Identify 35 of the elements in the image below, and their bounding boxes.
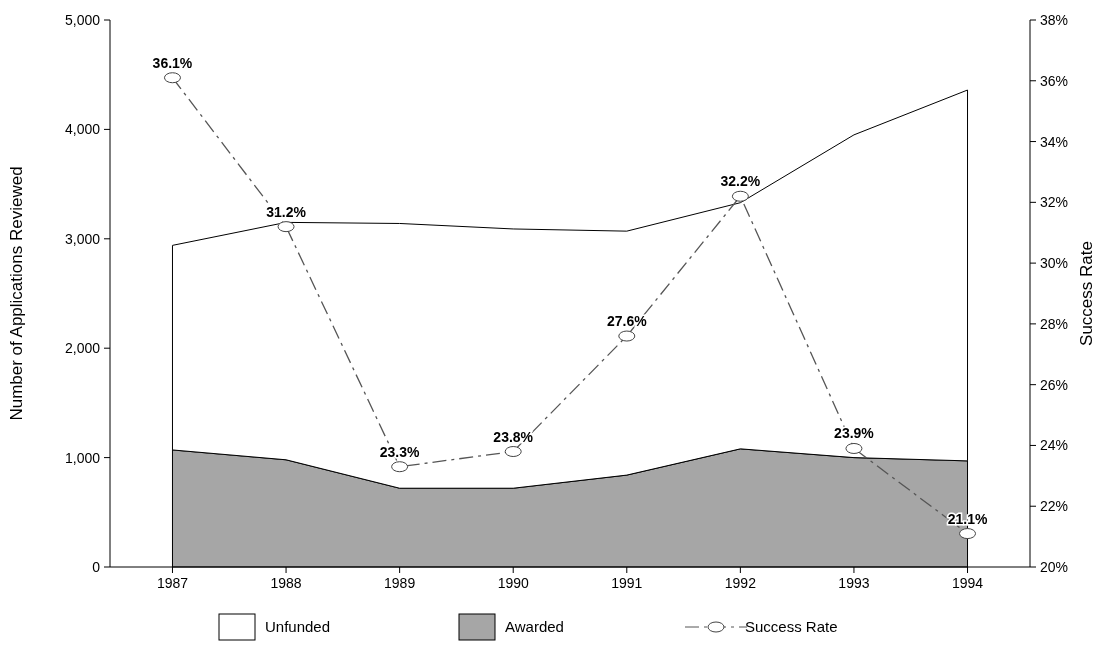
y-tick-label: 4,000 [64, 121, 101, 138]
x-tick-label: 1994 [951, 575, 984, 591]
y-tick-label: 1,000 [64, 449, 101, 466]
y-tick-label: 3,000 [64, 230, 101, 247]
y2-tick-label: 32% [1040, 194, 1069, 211]
y2-tick-label: 36% [1040, 72, 1069, 89]
x-tick-label: 1988 [270, 575, 302, 591]
x-tick-label: 1990 [497, 575, 529, 591]
data-label: 32.2% [720, 173, 761, 190]
data-label: 27.6% [606, 313, 648, 330]
data-label: 36.1% [152, 54, 193, 71]
x-tick-label: 1992 [724, 575, 757, 591]
legend-label: Awarded [505, 618, 564, 635]
y2-tick-label: 26% [1040, 376, 1069, 393]
x-tick-label: 1993 [838, 575, 870, 591]
x-tick-label: 1989 [384, 575, 416, 591]
y2-tick-label: 34% [1040, 133, 1069, 150]
y-tick-label: 5,000 [64, 12, 101, 28]
y2-axis-title: Success Rate [1077, 241, 1096, 346]
legend-label: Success Rate [745, 618, 838, 635]
y2-tick-label: 20% [1040, 559, 1069, 575]
y-tick-label: 0 [92, 559, 101, 575]
data-label: 23.8% [493, 428, 534, 445]
y-tick-label: 2,000 [64, 340, 101, 357]
data-label: 31.2% [266, 203, 307, 220]
y2-tick-label: 38% [1040, 12, 1069, 28]
y2-tick-label: 24% [1040, 437, 1069, 454]
y-axis-title: Number of Applications Reviewed [7, 166, 26, 421]
y2-tick-label: 22% [1040, 498, 1069, 515]
y2-tick-label: 28% [1040, 315, 1069, 332]
data-label: 23.9% [834, 425, 875, 442]
x-tick-label: 1987 [156, 575, 189, 591]
x-tick-label: 1991 [611, 575, 643, 591]
legend-label: Unfunded [265, 618, 331, 635]
y2-tick-label: 30% [1040, 255, 1069, 272]
